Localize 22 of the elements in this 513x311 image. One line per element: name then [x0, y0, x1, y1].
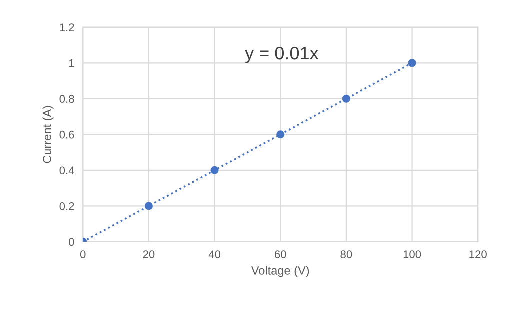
x-tick-label: 40: [208, 250, 221, 258]
point: [210, 166, 219, 174]
annotation: y = 0.01x: [245, 46, 319, 64]
point: [144, 202, 153, 210]
y-axis-title: Current (A): [42, 106, 54, 164]
x-axis-title: Voltage (V): [251, 266, 310, 278]
y-tick-label: 1.2: [60, 24, 74, 32]
x-tick-label: 60: [274, 250, 286, 258]
point: [342, 94, 350, 103]
x-tick-label: 120: [470, 250, 487, 258]
x-tick-label: 80: [340, 250, 352, 258]
y-tick-label: 0: [69, 238, 74, 246]
y-tick-label: 0.8: [60, 95, 74, 104]
x-tick-label: 100: [404, 250, 422, 258]
point: [408, 59, 416, 68]
x-tick-label: 0: [80, 250, 86, 258]
y-tick-label: 0.2: [60, 202, 74, 210]
y-tick-label: 1: [69, 60, 74, 68]
x-tick-label: 20: [143, 250, 155, 258]
y-tick-label: 0.6: [60, 130, 74, 139]
point: [276, 130, 285, 139]
y-tick-label: 0.4: [60, 166, 74, 175]
